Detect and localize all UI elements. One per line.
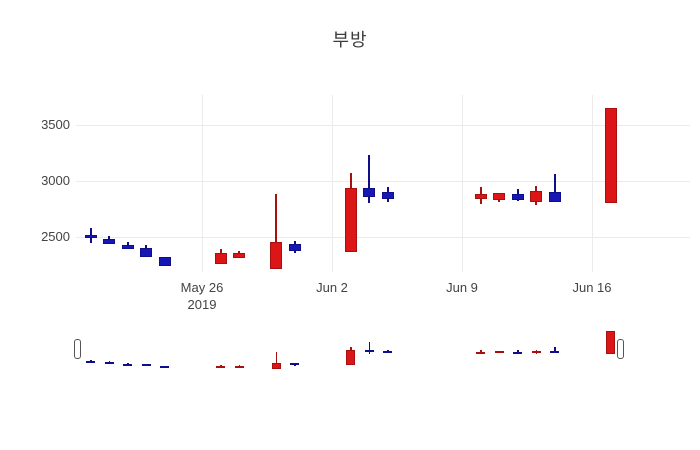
- rangeslider-candle: [476, 351, 486, 354]
- candle: [363, 188, 376, 197]
- y-tick-label: 3500: [41, 117, 70, 133]
- rangeslider-candle-wick: [275, 351, 278, 370]
- rangeslider-candle: [383, 351, 393, 354]
- candle: [84, 235, 97, 238]
- v-gridline: [592, 95, 593, 272]
- candle: [121, 244, 134, 250]
- rangeslider-candle: [271, 363, 281, 370]
- candle-wick: [553, 174, 556, 203]
- rangeslider-candle: [606, 331, 616, 354]
- candle: [604, 108, 617, 203]
- candle: [511, 193, 524, 201]
- rangeslider-left-handle[interactable]: [73, 339, 81, 359]
- rangeslider-candle: [86, 361, 96, 364]
- chart-title: 부방: [332, 30, 368, 50]
- rangeslider-candle: [234, 365, 244, 368]
- x-tick-year: 2019: [187, 297, 217, 312]
- candle-wick: [368, 155, 371, 204]
- rangeslider-candle: [494, 351, 504, 354]
- rangeslider-candle-wick: [554, 346, 556, 354]
- x-tick-label: May 26 2019: [157, 279, 247, 313]
- h-gridline: [76, 125, 690, 127]
- x-tick-date: Jun 2: [316, 280, 348, 295]
- rangeslider-candle: [123, 363, 133, 366]
- x-tick-date: Jun 16: [572, 280, 612, 295]
- y-tick-label: 2500: [41, 228, 70, 244]
- rangeslider-candle: [513, 351, 523, 354]
- candle: [493, 192, 506, 200]
- v-gridline: [202, 95, 203, 272]
- candle: [344, 188, 357, 252]
- rangeslider-candle: [160, 366, 170, 369]
- candle: [214, 253, 227, 264]
- candle-wick: [275, 194, 278, 269]
- x-tick-date: Jun 9: [446, 280, 478, 295]
- candle: [158, 256, 171, 266]
- h-gridline: [76, 236, 690, 238]
- h-gridline: [76, 181, 690, 182]
- candle: [233, 253, 246, 258]
- x-tick-label: Jun 9: [417, 279, 507, 296]
- rangeslider-right-handle[interactable]: [617, 339, 625, 359]
- x-tick-date: May 26: [180, 280, 224, 295]
- x-tick-label: Jun 2: [287, 279, 377, 296]
- candle: [288, 243, 301, 252]
- v-gridline: [332, 95, 333, 272]
- rangeslider-candle: [104, 362, 114, 365]
- rangeslider-candle: [364, 350, 374, 353]
- candle: [270, 242, 283, 269]
- v-gridline: [462, 95, 463, 272]
- rangeslider-candle: [216, 365, 226, 368]
- candle: [530, 190, 543, 203]
- rangeslider-candle: [531, 350, 541, 354]
- y-tick-label: 3000: [41, 173, 70, 188]
- rangeslider-candle-wick: [368, 342, 371, 354]
- candle: [548, 191, 561, 203]
- rangeslider-candle: [346, 350, 356, 366]
- candle: [140, 248, 153, 257]
- candle: [103, 239, 116, 245]
- x-tick-label: Jun 16: [547, 279, 637, 296]
- rangeslider-candle: [550, 350, 560, 354]
- candle: [474, 194, 487, 200]
- rangeslider-candle: [290, 363, 300, 366]
- rangeslider-candle: [141, 364, 151, 367]
- candle: [381, 192, 394, 200]
